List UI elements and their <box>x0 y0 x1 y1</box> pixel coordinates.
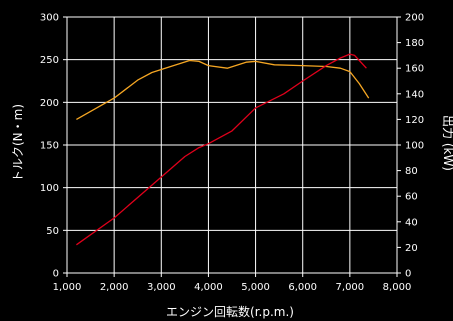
y-right-tick-label-5: 100 <box>405 141 424 152</box>
y-left-tick-label-4: 200 <box>40 98 59 109</box>
x-tick-label-1: 2,000 <box>100 282 129 293</box>
torque-series-line <box>76 59 370 120</box>
x-tick-label-0: 1,000 <box>53 282 82 293</box>
series-lines <box>76 53 370 246</box>
x-tick-label-6: 7,000 <box>336 282 365 293</box>
y-right-tick-label-4: 80 <box>405 166 418 177</box>
y-right-tick-label-8: 160 <box>405 64 424 75</box>
x-tick-label-7: 8,000 <box>383 282 412 293</box>
y-left-tick-label-1: 50 <box>46 226 59 237</box>
y-right-tick-label-10: 200 <box>405 13 424 24</box>
y-left-tick-label-2: 100 <box>40 183 59 194</box>
y-right-tick-label-3: 60 <box>405 192 418 203</box>
y-left-tick-label-0: 0 <box>53 269 59 280</box>
x-tick-label-3: 4,000 <box>194 282 223 293</box>
y-left-tick-label-6: 300 <box>40 13 59 24</box>
x-tick-label-4: 5,000 <box>241 282 270 293</box>
y-right-tick-label-2: 40 <box>405 217 418 228</box>
x-tick-label-5: 6,000 <box>288 282 317 293</box>
y-right-tick-label-9: 180 <box>405 38 424 49</box>
y-right-tick-label-1: 20 <box>405 243 418 254</box>
x-tick-label-2: 3,000 <box>147 282 176 293</box>
y-axis-left-label: トルク(N・m) <box>11 104 25 182</box>
y-axis-right-label: 出力 (kW) <box>441 115 453 171</box>
y-left-tick-label-5: 250 <box>40 55 59 66</box>
power-series-line <box>76 53 367 246</box>
tick-labels: 1,000 2,000 3,000 4,000 5,000 6,000 7,000 8,000… <box>40 13 424 294</box>
y-right-tick-label-7: 140 <box>405 89 424 100</box>
grid-lines <box>67 17 397 273</box>
y-left-tick-label-3: 150 <box>40 141 59 152</box>
y-right-tick-label-0: 0 <box>405 269 411 280</box>
y-right-tick-label-6: 120 <box>405 115 424 126</box>
x-axis-label: エンジン回転数(r.p.m.) <box>166 304 294 319</box>
